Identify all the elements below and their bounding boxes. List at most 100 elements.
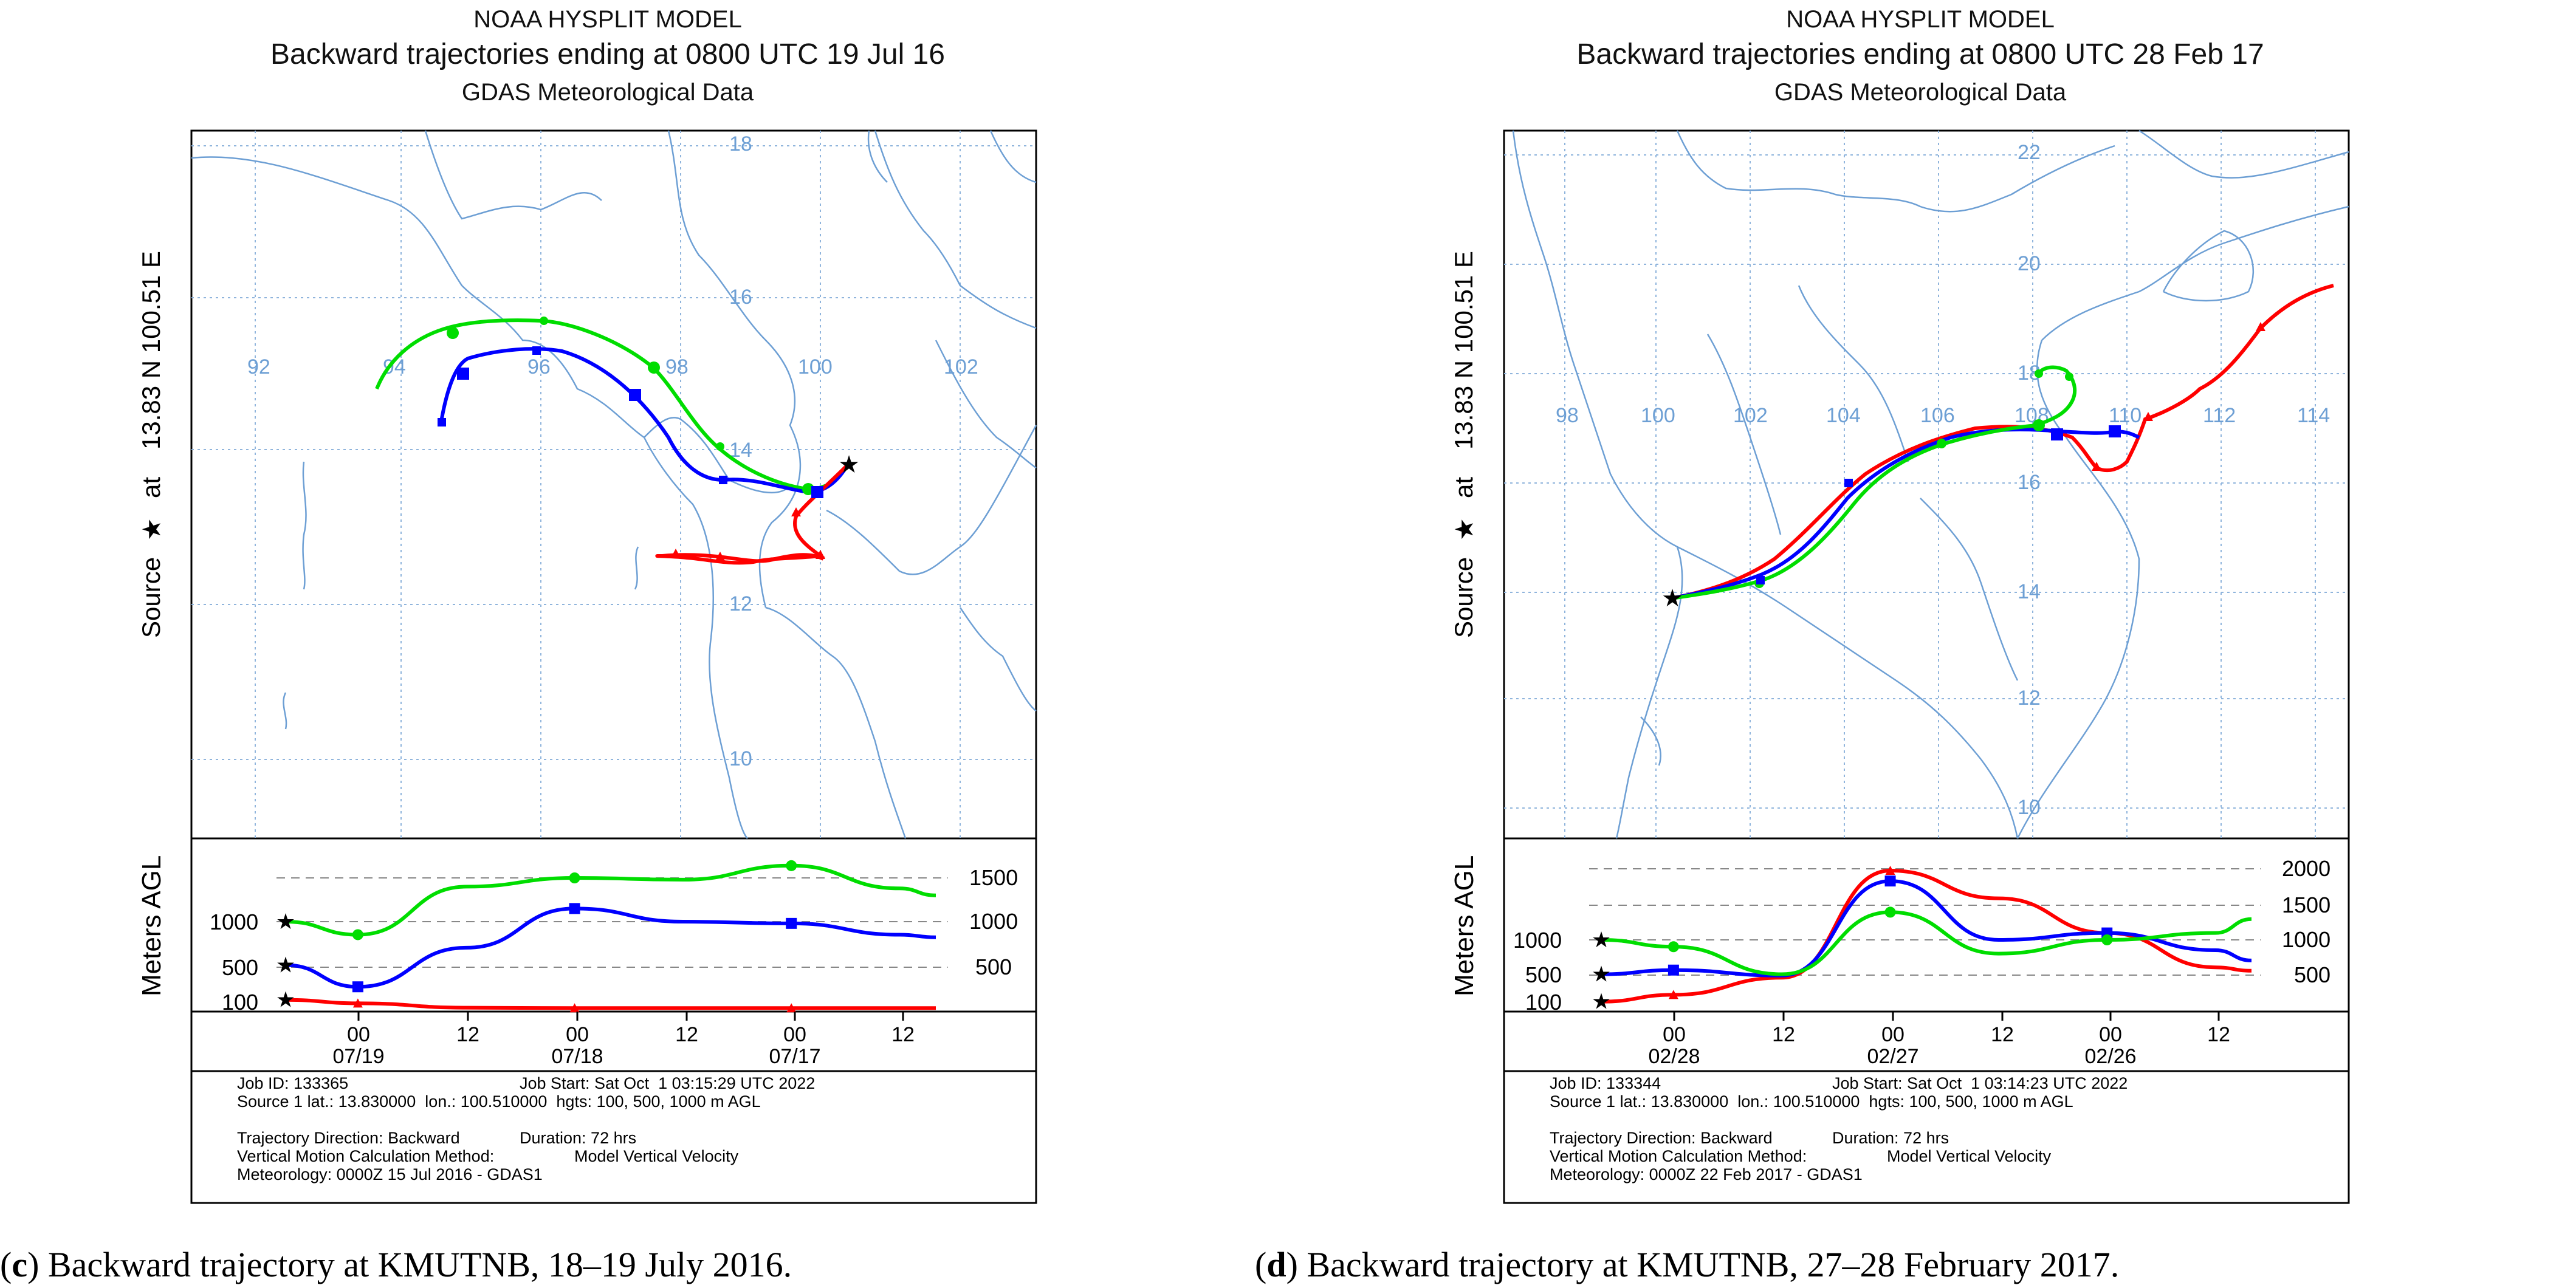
marker-1000m [447,327,459,339]
map-markers: ★ [1661,322,2265,612]
time-tick-label: 00 [2099,1023,2122,1046]
coastline-outline [1512,129,2349,839]
height-plot-d: ★★★ [1592,866,2252,1014]
height-plot-c: ★ ★ ★ [276,860,936,1013]
lon-label: 96 [527,355,551,379]
height-label-right: 2000 [2282,856,2330,881]
date-label: 02/27 [1867,1045,1918,1068]
time-tick-label: 00 [566,1023,589,1046]
height-series-line [285,906,936,989]
marker-500m [629,389,641,401]
height-series-marker [1668,941,1679,953]
date-label: 07/19 [332,1045,384,1068]
height-series-marker [1668,964,1679,976]
trajectory-100m [1671,284,2334,600]
lat-label: 16 [2018,471,2041,494]
vertical-method: Vertical Motion Calculation Method: [237,1147,495,1165]
height-series-marker [786,860,797,871]
lon-label: 98 [1556,404,1579,427]
job-id: Job ID: 133344 [1550,1074,1661,1092]
trajectory-direction: Trajectory Direction: Backward [237,1129,460,1147]
height-label-left: 1000 [1513,928,1562,953]
time-tick-label: 12 [2207,1023,2230,1046]
height-series-line [285,998,936,1010]
map-graticule [191,131,1036,838]
caption-c: (c) Backward trajectory at KMUTNB, 18–19… [0,1245,792,1284]
marker-1000m [540,317,548,325]
map-axis-labels: 92 94 96 98 100 102 18 16 14 12 10 [247,132,978,770]
height-series-line [285,863,936,937]
lon-label: 100 [1641,404,1675,427]
marker-100m [2143,412,2153,421]
marker-500m [1756,576,1765,584]
height-gridlines [1589,868,2261,976]
height-series-line [1601,868,2252,1004]
source-details: Source 1 lat.: 13.830000 lon.: 100.51000… [237,1092,761,1111]
vertical-method: Vertical Motion Calculation Method: [1550,1147,1807,1165]
height-series-marker [2101,934,2113,945]
height-series-marker [352,981,363,993]
height-labels: 2000 1500 1000 500 1000 500 100 [1513,856,2330,1015]
trajectory-direction: Trajectory Direction: Backward [1550,1129,1773,1147]
height-series-marker [352,998,363,1008]
meteorology: Meteorology: 0000Z 15 Jul 2016 - GDAS1 [237,1165,543,1184]
time-tick-label: 00 [783,1023,806,1046]
time-tick-label: 00 [1881,1023,1905,1046]
panel-d: NOAA HYSPLIT MODEL Backward trajectories… [1313,0,2528,1215]
time-tick-label: 12 [1991,1023,2014,1046]
model-title: NOAA HYSPLIT MODEL [473,6,742,33]
caption-letter: d [1266,1245,1286,1284]
height-label-left: 100 [1525,990,1562,1015]
time-tick-label: 00 [1663,1023,1686,1046]
panel-d-figure: 98 100 102 104 106 108 110 112 114 22 20… [1503,129,2350,1204]
lat-label: 10 [729,747,752,770]
job-start: Job Start: Sat Oct 1 03:15:29 UTC 2022 [520,1074,816,1092]
marker-100m [671,549,681,558]
source-details: Source 1 lat.: 13.830000 lon.: 100.51000… [1550,1092,2073,1111]
lat-label: 16 [729,286,752,309]
time-tick-label: 12 [1772,1023,1795,1046]
lat-label: 14 [2018,580,2041,603]
source-star-icon: ★ [838,451,860,478]
lat-label: 18 [729,132,752,156]
lon-label: 114 [2297,404,2330,427]
marker-100m [791,507,801,516]
marker-100m [2256,322,2265,331]
height-series-marker [569,872,580,883]
job-start: Job Start: Sat Oct 1 03:14:23 UTC 2022 [1832,1074,2128,1092]
height-series-marker [1884,906,1896,918]
marker-500m [532,346,541,355]
lat-label: 22 [2018,141,2041,164]
height-series-line [1601,910,2252,976]
time-tick-label: 12 [675,1023,698,1046]
height-series-marker [569,1003,580,1013]
height-label-right: 500 [975,954,1012,979]
job-info: Job ID: 133344 Job Start: Sat Oct 1 03:14… [1504,1074,2349,1184]
source-star-icon: ★ [1661,585,1683,612]
height-frame [1503,837,2350,1013]
caption-text: Backward trajectory at KMUTNB, 27–28 Feb… [1297,1245,2120,1284]
lon-label: 102 [944,355,978,379]
marker-500m [719,476,727,484]
time-tick-label: 00 [347,1023,370,1046]
lon-label: 112 [2203,404,2236,427]
lat-label: 12 [2018,687,2041,710]
height-frame [190,837,1037,1013]
height-series-marker [786,1003,797,1013]
meteorology: Meteorology: 0000Z 22 Feb 2017 - GDAS1 [1550,1165,1863,1184]
height-series-line [1601,879,2252,978]
time-labels: 00 12 00 12 00 12 02/28 02/27 02/26 [1648,1023,2230,1068]
trajectory-100m-tail [662,553,825,563]
lon-label: 104 [1826,404,1861,427]
marker-1000m [2033,419,2045,431]
start-star-icon: ★ [276,909,295,934]
lon-label: 110 [2109,404,2142,427]
trajectory-duration: Duration: 72 hrs [1832,1129,1949,1147]
panel-c-figure: 92 94 96 98 100 102 18 16 14 12 10 [190,129,1037,1204]
marker-1000m [2065,372,2073,381]
map-frame [190,129,1037,840]
map-markers: ★ [438,317,860,561]
caption-text: Backward trajectory at KMUTNB, 18–19 Jul… [39,1245,792,1284]
map-trajectories [1671,284,2334,600]
marker-500m [438,418,446,426]
